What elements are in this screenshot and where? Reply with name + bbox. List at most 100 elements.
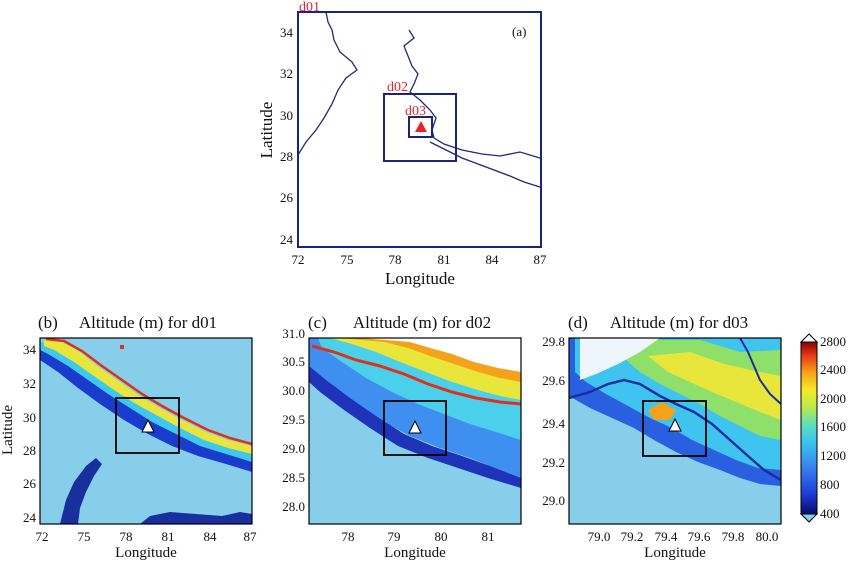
panel-a-borders bbox=[298, 12, 541, 188]
tick-label: 78 bbox=[342, 529, 355, 544]
tick-label: 79.0 bbox=[588, 529, 611, 544]
panel-d-zoom-box bbox=[642, 400, 707, 457]
border-line-east-b bbox=[429, 141, 541, 188]
colorbar-label: 1600 bbox=[820, 419, 846, 434]
domain-box-d01 bbox=[297, 11, 542, 248]
tick-label: 34 bbox=[280, 25, 294, 40]
panel-c-xticks: 78 79 80 81 bbox=[342, 529, 495, 544]
tick-label: 29.0 bbox=[282, 441, 305, 456]
colorbar-label: 1200 bbox=[820, 448, 846, 463]
domain-label-d03: d03 bbox=[405, 104, 426, 119]
terrain-crest bbox=[45, 338, 252, 446]
tick-label: 84 bbox=[204, 529, 218, 544]
panel-b-xlabel: Longitude bbox=[115, 545, 177, 561]
panel-b-tag: (b) bbox=[38, 313, 58, 332]
terrain-foothills bbox=[309, 366, 521, 488]
tick-label: 79.8 bbox=[722, 529, 745, 544]
colorbar: 2800 2400 2000 1600 1200 800 400 bbox=[799, 333, 846, 523]
tick-label: 84 bbox=[486, 252, 500, 267]
panel-a-xticks: 72 75 78 81 84 87 bbox=[292, 252, 548, 267]
panel-c-map bbox=[309, 338, 521, 524]
tick-label: 34 bbox=[23, 342, 37, 357]
panel-b-title: Altitude (m) for d01 bbox=[79, 313, 217, 332]
panel-a-xlabel: Longitude bbox=[385, 269, 455, 288]
panel-d-tag: (d) bbox=[568, 313, 588, 332]
panel-a-ylabel: Latitude bbox=[257, 102, 276, 159]
colorbar-label: 2400 bbox=[820, 362, 846, 377]
tick-label: 80 bbox=[435, 529, 448, 544]
panel-c-title: Altitude (m) for d02 bbox=[353, 313, 491, 332]
tick-label: 75 bbox=[341, 252, 354, 267]
tick-label: 29.4 bbox=[542, 416, 565, 431]
tick-label: 26 bbox=[280, 190, 294, 205]
panel-c-xlabel: Longitude bbox=[384, 545, 446, 561]
terrain-patch bbox=[60, 458, 102, 524]
tick-label: 28.0 bbox=[282, 499, 305, 514]
tick-label: 24 bbox=[23, 510, 37, 525]
tick-label: 30 bbox=[280, 108, 293, 123]
panel-c-yticks: 28.0 28.5 29.0 29.5 30.0 30.5 31.0 bbox=[282, 326, 305, 514]
tick-label: 81 bbox=[438, 252, 451, 267]
panel-d-yticks: 29.0 29.2 29.4 29.6 29.8 bbox=[542, 334, 565, 508]
tick-label: 72 bbox=[36, 529, 49, 544]
colorbar-labels: 2800 2400 2000 1600 1200 800 400 bbox=[820, 334, 846, 521]
panel-c-tag: (c) bbox=[308, 313, 327, 332]
terrain-river bbox=[569, 378, 781, 482]
colorbar-gradient bbox=[800, 341, 818, 515]
tick-label: 79.6 bbox=[688, 529, 711, 544]
tick-label: 30.5 bbox=[282, 354, 305, 369]
terrain-band-high bbox=[44, 340, 252, 454]
tick-label: 32 bbox=[280, 66, 293, 81]
panel-b-frame bbox=[39, 337, 253, 525]
tick-label: 29.8 bbox=[542, 334, 565, 349]
panel-b-d02-box bbox=[115, 397, 180, 454]
terrain-white-top bbox=[580, 338, 660, 380]
domain-label-d02: d02 bbox=[387, 80, 408, 95]
terrain-white-top bbox=[360, 338, 521, 372]
panel-d-frame bbox=[568, 337, 782, 525]
tick-label: 79.2 bbox=[621, 529, 644, 544]
tick-label: 81 bbox=[162, 529, 175, 544]
panel-a: d01 d02 d03 (a) 72 75 78 81 84 87 24 26 … bbox=[257, 0, 547, 288]
tick-label: 30.0 bbox=[282, 383, 305, 398]
tick-label: 31.0 bbox=[282, 326, 305, 341]
tick-label: 29.0 bbox=[542, 493, 565, 508]
tick-label: 79 bbox=[388, 529, 401, 544]
panel-d-title: Altitude (m) for d03 bbox=[610, 313, 748, 332]
site-marker-red-triangle bbox=[415, 121, 427, 132]
colorbar-top-cap bbox=[799, 333, 819, 343]
tick-label: 75 bbox=[78, 529, 91, 544]
panel-d-site-marker bbox=[668, 417, 682, 432]
colorbar-label: 2800 bbox=[820, 334, 846, 349]
domain-box-d02 bbox=[383, 93, 457, 162]
tick-label: 24 bbox=[280, 232, 294, 247]
terrain-orange-spot bbox=[648, 402, 676, 420]
tick-label: 29.6 bbox=[542, 373, 565, 388]
tick-label: 26 bbox=[23, 476, 37, 491]
tick-label: 78 bbox=[120, 529, 133, 544]
tick-label: 87 bbox=[244, 529, 258, 544]
tick-label: 87 bbox=[534, 252, 548, 267]
panel-b-yticks: 24 26 28 30 32 34 bbox=[23, 342, 37, 525]
tick-label: 72 bbox=[292, 252, 305, 267]
colorbar-label: 800 bbox=[820, 477, 840, 492]
panel-c-site-marker bbox=[408, 419, 422, 434]
border-line-west bbox=[298, 12, 358, 156]
panel-d-xticks: 79.0 79.2 79.4 79.6 79.8 80.0 bbox=[588, 529, 779, 544]
terrain-red-crest bbox=[311, 344, 521, 406]
border-line-east-a bbox=[403, 29, 541, 159]
panel-b: (b) Altitude (m) for d01 72 75 78 81 84 … bbox=[0, 313, 257, 561]
panel-c: (c) Altitude (m) for d02 78 79 80 81 28.… bbox=[282, 313, 522, 561]
domain-box-d03 bbox=[408, 116, 433, 138]
colorbar-label: 400 bbox=[820, 506, 840, 521]
panel-c-frame bbox=[308, 337, 522, 525]
colorbar-bottom-cap bbox=[799, 513, 819, 523]
terrain-patch bbox=[140, 512, 252, 524]
red-dot bbox=[120, 345, 124, 349]
panel-d: (d) Altitude (m) for d03 79.0 79.2 79.4 … bbox=[542, 313, 782, 561]
tick-label: 78 bbox=[389, 252, 402, 267]
tick-label: 29.5 bbox=[282, 412, 305, 427]
panel-a-yticks: 24 26 28 30 32 34 bbox=[280, 25, 294, 247]
tick-label: 28 bbox=[280, 149, 293, 164]
